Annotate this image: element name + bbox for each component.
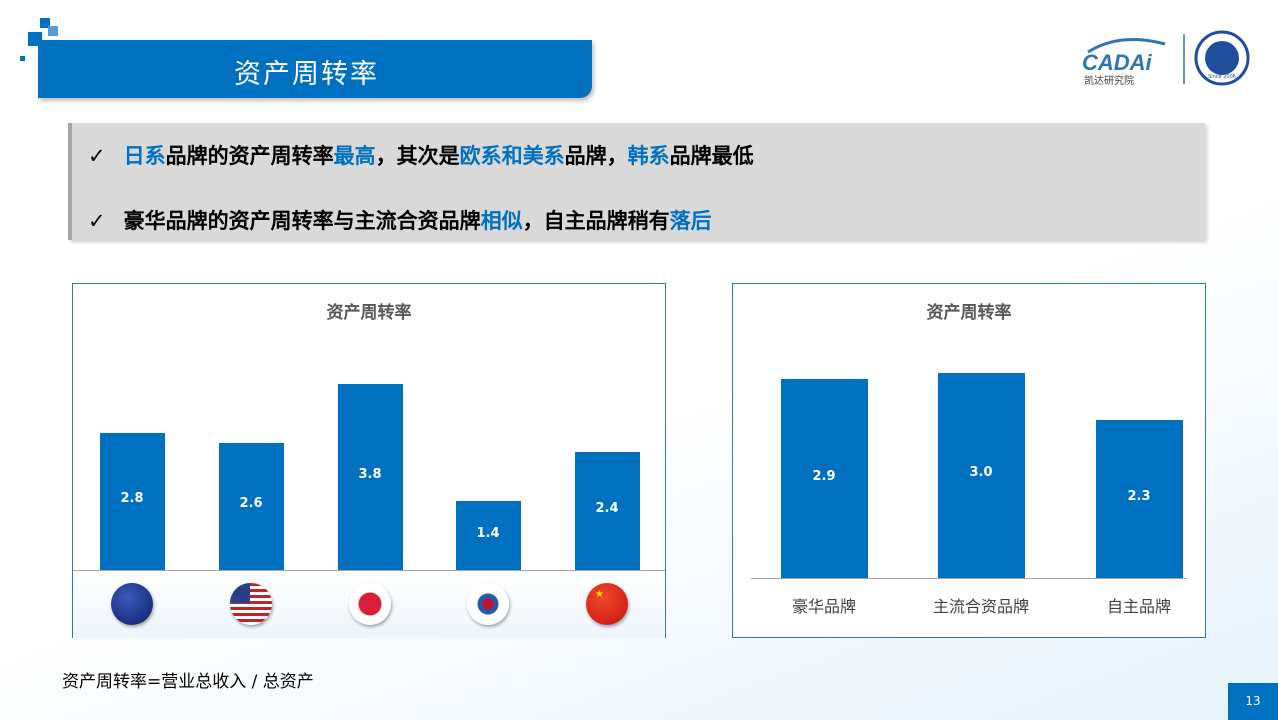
summary-segment: 豪华品牌的资产周转率与主流合资品牌 [123,209,481,233]
summary-segment: 品牌最低 [669,144,754,168]
us-flag-icon [230,583,272,625]
chart-title: 资产周转率 [926,303,1012,323]
svg-text:Since 2006: Since 2006 [1208,74,1236,80]
us-canton [230,583,250,603]
summary-segment: 品牌， [564,144,628,168]
data-label: 2.6 [239,496,263,512]
x-axis [751,578,1187,579]
decor-square [40,18,50,28]
bar [99,432,165,570]
logo: CADAi 凯达研究院 Since 2006 [1080,28,1270,88]
bar [937,372,1025,578]
summary-segment: 最高 [333,144,376,168]
page-number: 13 [1228,683,1278,720]
logo-subtitle: 凯达研究院 [1084,74,1134,87]
summary-segment: 相似 [480,209,523,233]
bar [455,501,521,570]
check-icon: ✓ [88,144,106,168]
japan-flag-icon [349,583,391,625]
summary-line-2: ✓ 豪华品牌的资产周转率与主流合资品牌相似，自主品牌稍有落后 [88,205,712,235]
category-label: 主流合资品牌 [932,597,1029,616]
x-axis [73,570,665,571]
summary-line-1: ✓ 日系品牌的资产周转率最高，其次是欧系和美系品牌，韩系品牌最低 [88,140,754,170]
check-icon: ✓ [88,209,106,233]
category-label: 豪华品牌 [791,597,856,616]
summary-segment: ，自主品牌稍有 [522,209,670,233]
bar [337,383,403,570]
bar [780,379,868,578]
summary-segment: 落后 [669,209,712,233]
china-star: ★ [595,589,604,600]
page-title: 资产周转率 [234,59,379,90]
bar [218,442,284,570]
bar [574,452,640,570]
title-banner: 资产周转率 [38,40,592,98]
decor-square [48,26,58,36]
formula-note: 资产周转率=营业总收入 / 总资产 [62,672,314,692]
category-label: 自主品牌 [1106,597,1171,616]
summary-segment: 日系 [123,144,166,168]
data-label: 2.3 [1127,489,1151,505]
decor-square [20,56,25,61]
data-label: 3.8 [358,466,382,482]
summary-segment: ，其次是 [375,144,460,168]
data-label: 2.8 [120,491,144,507]
brand-type-chart: 资产周转率 2.9 豪华品牌 3.0 主流合资品牌 2.3 自主品牌 [732,283,1206,638]
summary-segment: 韩系 [627,144,670,168]
bar [1095,420,1183,578]
svg-text:CADAi: CADAi [1082,50,1153,75]
summary-segment: 品牌的资产周转率 [165,144,334,168]
china-flag-icon: ★ [586,583,628,625]
data-label: 2.9 [812,468,836,484]
summary-box: ✓ 日系品牌的资产周转率最高，其次是欧系和美系品牌，韩系品牌最低 ✓ 豪华品牌的资产… [68,123,1205,240]
eu-flag-icon [111,583,153,625]
data-label: 3.0 [969,465,993,481]
data-label: 2.4 [595,501,619,517]
korea-flag-icon [467,583,509,625]
summary-segment: 欧系和美系 [459,144,565,168]
data-label: 1.4 [476,525,500,541]
chart-title: 资产周转率 [326,303,412,323]
region-chart: 资产周转率 2.8 2.6 3.8 1.4 2.4 ★ [72,283,666,638]
